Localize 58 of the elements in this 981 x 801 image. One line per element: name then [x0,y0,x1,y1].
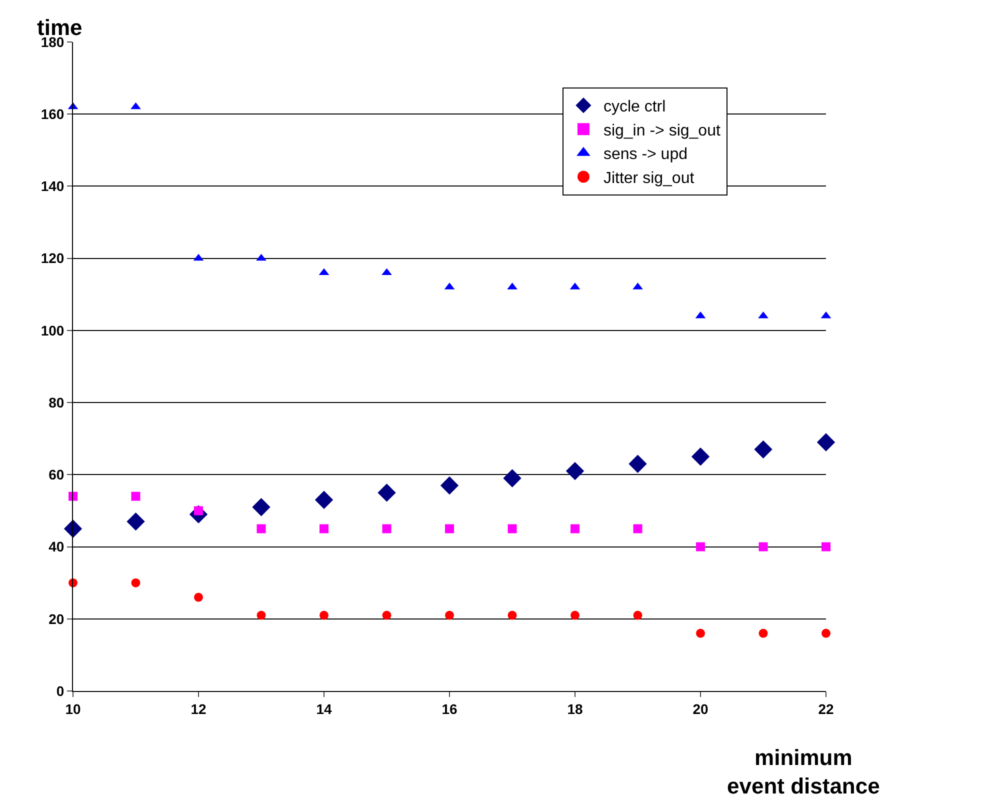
y-tick-label: 80 [48,394,64,410]
legend-label: sens -> upd [603,146,688,164]
point [445,610,454,620]
point [131,578,140,588]
y-tick-label: 100 [40,322,64,338]
x-tick-label: 22 [818,700,834,717]
legend-label: Jitter sig_out [603,170,695,187]
x-tick-label: 20 [692,700,708,717]
point [822,542,830,552]
x-tick-label: 14 [316,700,332,717]
point [252,498,270,516]
point [320,610,328,620]
y-tick-label: 0 [56,682,64,699]
legend-label: sig_in -> sig_out [603,122,721,140]
y-tick-label: 120 [40,250,64,266]
point [822,628,830,638]
point [382,524,392,534]
legend-label: cycle ctrl [603,98,666,116]
y-tick-label: 140 [40,178,64,194]
point [320,524,328,534]
point [508,524,517,534]
point [130,102,141,110]
point [566,462,584,480]
point [440,476,459,495]
point [570,610,580,620]
point [758,542,768,552]
point [696,542,705,552]
y-tick-label: 20 [48,610,64,627]
point [131,492,140,501]
x-tick-label: 16 [442,700,458,717]
point [816,433,836,452]
point [256,610,266,620]
point [628,454,647,473]
point [696,628,705,638]
point [256,254,266,261]
x-tick-label: 10 [65,700,81,717]
point [570,524,580,534]
y-tick-label: 40 [48,538,64,555]
x-tick-label: 18 [567,700,583,717]
point [445,524,454,534]
point [382,610,392,620]
point [754,440,772,459]
point [194,592,203,602]
x-axis-title: minimum event distance [727,745,880,799]
point [378,484,396,502]
point [314,490,334,510]
x-tick-label: 12 [190,700,206,717]
point [758,628,768,638]
y-tick-label: 160 [40,106,64,122]
point [126,512,145,531]
point [691,448,710,466]
y-tick-label: 60 [48,466,64,483]
point [633,524,642,534]
point [633,610,642,620]
point [256,524,266,534]
point [508,610,517,620]
point [503,469,522,488]
point [382,268,392,276]
